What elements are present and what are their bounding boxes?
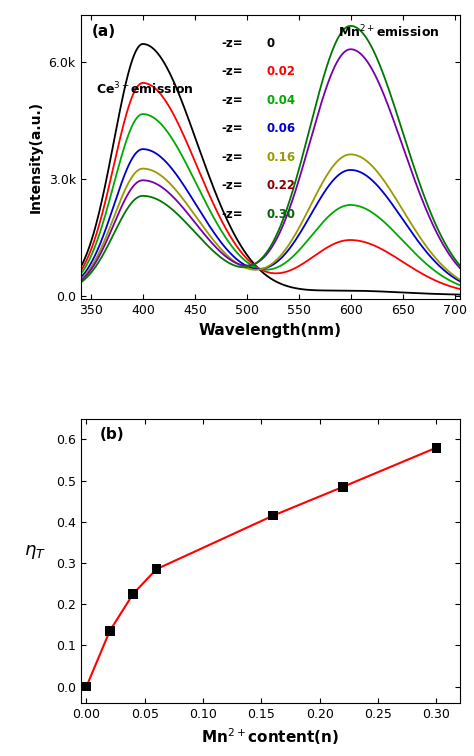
Text: 0.04: 0.04 [266,94,295,107]
Text: -z=: -z= [221,150,243,164]
Text: 0.06: 0.06 [266,122,295,135]
Text: 0.22: 0.22 [266,179,295,192]
Text: -z=: -z= [221,179,243,192]
X-axis label: Wavelength(nm): Wavelength(nm) [199,323,342,338]
Text: (b): (b) [100,427,124,442]
Text: 0.02: 0.02 [266,66,295,79]
Text: 0: 0 [266,37,274,50]
Text: 0.16: 0.16 [266,150,295,164]
Point [153,563,160,575]
Point [82,680,90,692]
Point [129,588,137,600]
Text: -z=: -z= [221,208,243,221]
Point [269,510,277,522]
Point [339,481,347,493]
Point [433,442,440,454]
Text: -z=: -z= [221,66,243,79]
Point [106,625,114,637]
Text: -z=: -z= [221,122,243,135]
Text: -z=: -z= [221,94,243,107]
Text: -z=: -z= [221,37,243,50]
Text: 0.30: 0.30 [266,208,295,221]
Y-axis label: Intensity(a.u.): Intensity(a.u.) [29,101,43,213]
Y-axis label: $\eta_{T}$: $\eta_{T}$ [24,543,46,561]
Text: (a): (a) [92,23,116,39]
Text: Ce$^{3+}$emission: Ce$^{3+}$emission [96,81,193,98]
X-axis label: Mn$^{2+}$content(n): Mn$^{2+}$content(n) [201,727,339,747]
Text: Mn$^{2+}$emission: Mn$^{2+}$emission [338,23,440,40]
